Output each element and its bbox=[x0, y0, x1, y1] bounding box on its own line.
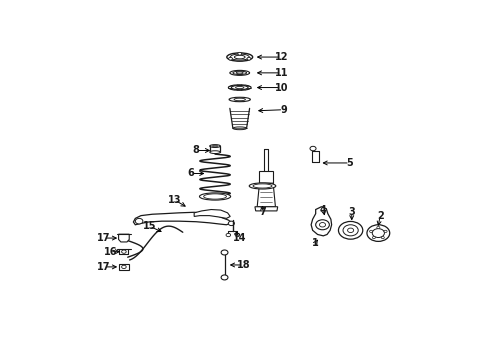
Circle shape bbox=[372, 237, 375, 239]
Ellipse shape bbox=[236, 86, 244, 89]
Circle shape bbox=[384, 230, 387, 233]
Circle shape bbox=[122, 265, 126, 269]
Text: 10: 10 bbox=[275, 82, 288, 93]
Circle shape bbox=[247, 57, 251, 60]
Polygon shape bbox=[119, 264, 129, 270]
Circle shape bbox=[377, 226, 380, 229]
Circle shape bbox=[238, 52, 242, 55]
Text: 8: 8 bbox=[193, 145, 199, 156]
Text: 18: 18 bbox=[237, 260, 250, 270]
Text: 5: 5 bbox=[346, 158, 353, 168]
Ellipse shape bbox=[236, 72, 243, 74]
Circle shape bbox=[347, 228, 354, 233]
Circle shape bbox=[221, 250, 228, 255]
Polygon shape bbox=[194, 210, 230, 219]
Ellipse shape bbox=[230, 54, 249, 60]
Circle shape bbox=[381, 237, 384, 239]
Text: 3: 3 bbox=[348, 207, 355, 217]
Text: 16: 16 bbox=[104, 247, 118, 257]
Ellipse shape bbox=[228, 85, 251, 90]
Ellipse shape bbox=[234, 98, 245, 101]
Ellipse shape bbox=[212, 145, 218, 147]
Text: 4: 4 bbox=[320, 204, 327, 215]
Circle shape bbox=[369, 230, 372, 233]
Ellipse shape bbox=[253, 184, 272, 188]
Circle shape bbox=[310, 146, 316, 151]
Text: 13: 13 bbox=[168, 195, 181, 205]
Text: 9: 9 bbox=[280, 105, 287, 115]
Polygon shape bbox=[255, 207, 278, 211]
Circle shape bbox=[372, 229, 385, 238]
Polygon shape bbox=[133, 212, 232, 225]
Circle shape bbox=[228, 221, 234, 226]
Circle shape bbox=[122, 250, 126, 253]
Text: 7: 7 bbox=[259, 207, 266, 217]
Ellipse shape bbox=[231, 85, 248, 90]
Circle shape bbox=[226, 233, 231, 237]
Polygon shape bbox=[119, 234, 129, 242]
Ellipse shape bbox=[210, 145, 220, 148]
Circle shape bbox=[339, 221, 363, 239]
Circle shape bbox=[235, 233, 240, 237]
Circle shape bbox=[343, 225, 358, 236]
Text: 17: 17 bbox=[97, 262, 111, 272]
Ellipse shape bbox=[230, 70, 249, 75]
Text: 17: 17 bbox=[97, 233, 111, 243]
Polygon shape bbox=[311, 207, 332, 236]
Text: 6: 6 bbox=[187, 168, 194, 179]
Ellipse shape bbox=[227, 53, 253, 61]
Polygon shape bbox=[260, 171, 273, 183]
Polygon shape bbox=[257, 183, 275, 207]
Text: 14: 14 bbox=[233, 233, 246, 243]
Text: 1: 1 bbox=[312, 238, 319, 248]
Ellipse shape bbox=[234, 55, 245, 59]
Circle shape bbox=[221, 275, 228, 280]
Ellipse shape bbox=[233, 127, 246, 130]
Circle shape bbox=[229, 57, 232, 60]
Circle shape bbox=[367, 225, 390, 242]
Circle shape bbox=[316, 220, 329, 230]
Ellipse shape bbox=[210, 151, 220, 153]
Text: 11: 11 bbox=[275, 68, 288, 78]
Circle shape bbox=[319, 222, 325, 227]
Ellipse shape bbox=[249, 183, 276, 189]
Ellipse shape bbox=[204, 194, 226, 199]
Ellipse shape bbox=[199, 193, 231, 200]
Ellipse shape bbox=[229, 97, 250, 102]
Ellipse shape bbox=[233, 71, 246, 75]
Text: 12: 12 bbox=[275, 52, 288, 62]
Circle shape bbox=[135, 219, 143, 224]
Text: 15: 15 bbox=[143, 221, 156, 231]
Text: 2: 2 bbox=[377, 211, 384, 221]
